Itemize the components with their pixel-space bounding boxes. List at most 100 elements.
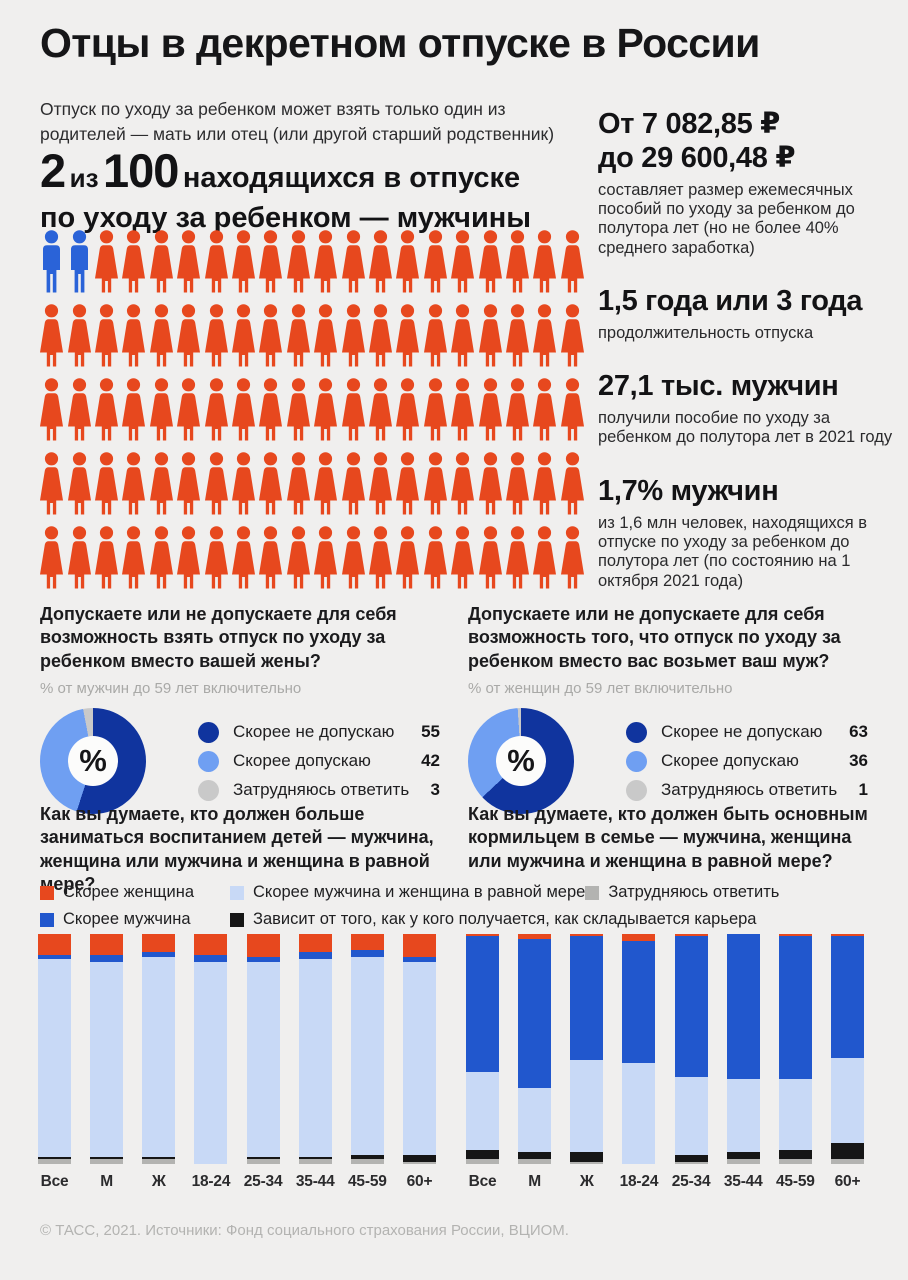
- woman-figure-icon: [122, 304, 146, 367]
- donut-legend-women: Скорее не допускаю 63 Скорее допускаю 36…: [626, 714, 868, 809]
- stacked-bar: [90, 934, 124, 1164]
- source-credit: © ТАСС, 2021. Источники: Фонд социальног…: [40, 1222, 569, 1239]
- bar-segment: [778, 934, 812, 937]
- woman-figure-icon: [533, 230, 557, 293]
- bar-segment: [466, 934, 499, 937]
- bar-category-label: 60+: [406, 1173, 433, 1190]
- woman-figure-icon: [231, 230, 255, 293]
- bar-segment: [726, 1152, 760, 1160]
- donut-legend-item: Скорее допускаю 42: [198, 750, 440, 772]
- bar-legend-item: Затрудняюсь ответить: [585, 883, 779, 902]
- woman-figure-icon: [560, 452, 584, 515]
- stat-men-count: 27,1 тыс. мужчин получили пособие по ухо…: [598, 370, 900, 448]
- woman-figure-icon: [451, 526, 475, 589]
- woman-figure-icon: [505, 378, 529, 441]
- bar-segment: [622, 1062, 656, 1164]
- headline-line2: по уходу за ребенком — мужчины: [40, 202, 532, 234]
- bar-category-label: 18-24: [619, 1173, 659, 1190]
- bar-segment: [142, 952, 176, 957]
- pictogram-grid: [38, 230, 586, 590]
- woman-figure-icon: [560, 230, 584, 293]
- woman-figure-icon: [259, 452, 283, 515]
- legend-dot-icon: [198, 750, 219, 772]
- stat-desc: из 1,6 млн человек, находящихся в отпуск…: [598, 513, 868, 590]
- stat-desc: получили пособие по уходу за ребенком до…: [598, 409, 893, 447]
- man-figure-icon: [70, 230, 88, 293]
- woman-figure-icon: [204, 378, 228, 441]
- woman-figure-icon: [396, 378, 420, 441]
- woman-figure-icon: [396, 230, 420, 293]
- woman-figure-icon: [286, 230, 310, 293]
- bar-segment: [402, 934, 436, 957]
- donut-legend-value: 36: [849, 751, 868, 771]
- bar-legend-label: Затрудняюсь ответить: [608, 883, 780, 901]
- bar-segment: [830, 1159, 864, 1164]
- bar-chart-breadwinner: Все М Ж 18-24 25-34: [466, 934, 864, 1191]
- bar-legend-label: Скорее женщина: [63, 883, 195, 901]
- woman-figure-icon: [40, 526, 64, 589]
- woman-figure-icon: [478, 526, 502, 589]
- bar-segment: [298, 959, 332, 1158]
- donut-center-label: %: [496, 736, 546, 787]
- bar-segment: [246, 957, 280, 962]
- woman-figure-icon: [451, 452, 475, 515]
- stat-value: 1,5 года или 3 года: [598, 285, 863, 318]
- headline-tail: находящихся в отпуске: [182, 162, 521, 194]
- woman-figure-icon: [40, 378, 64, 441]
- bar-segment: [778, 1078, 812, 1151]
- stat-men-share: 1,7% мужчин из 1,6 млн человек, находящи…: [598, 475, 900, 591]
- bar-segment: [350, 956, 384, 1155]
- bar-segment: [246, 934, 280, 957]
- woman-figure-icon: [396, 304, 420, 367]
- donut-question-men: Допускаете или не допускаете для себя во…: [40, 604, 397, 671]
- bar-column: 25-34: [671, 934, 711, 1191]
- bar-category-label: М: [100, 1173, 113, 1190]
- bar-segment: [194, 934, 228, 955]
- bar-segment: [726, 934, 760, 1079]
- bar-segment: [298, 1157, 332, 1160]
- woman-figure-icon: [231, 304, 255, 367]
- donut-center-label: %: [68, 736, 118, 787]
- bar-segment: [518, 1088, 552, 1153]
- bar-segment: [350, 1154, 384, 1160]
- bar-column: 60+: [402, 934, 436, 1191]
- donut-legend-item: Скорее не допускаю 63: [626, 721, 868, 743]
- bar-column: 25-34: [243, 934, 283, 1191]
- donut-subtitle-women: % от женщин до 59 лет включительно: [468, 680, 733, 698]
- stat-value: 27,1 тыс. мужчин: [598, 370, 839, 403]
- headline: 2 из 100 находящихся в отпуске по уходу …: [40, 143, 531, 235]
- woman-figure-icon: [40, 304, 64, 367]
- woman-figure-icon: [149, 378, 173, 441]
- bar-legend-label: Скорее мужчина и женщина в равной мере: [253, 883, 586, 901]
- woman-figure-icon: [40, 452, 64, 515]
- woman-figure-icon: [177, 526, 201, 589]
- bar-segment: [466, 1159, 499, 1164]
- donut-legend-label: Скорее не допускаю: [233, 722, 395, 742]
- bar-segment: [518, 934, 552, 939]
- bar-segment: [142, 1157, 176, 1160]
- bar-column: 35-44: [724, 934, 763, 1191]
- donut-question-women: Допускаете или не допускаете для себя во…: [468, 604, 841, 671]
- bar-segment: [90, 961, 124, 1158]
- bar-segment: [570, 936, 604, 1061]
- bar-segment: [518, 1152, 552, 1160]
- woman-figure-icon: [560, 378, 584, 441]
- bar-legend-row-2: Скорее мужчина Зависит от того, как у ко…: [40, 906, 880, 933]
- bar-segment: [194, 961, 228, 1164]
- bar-segment: [830, 934, 864, 937]
- bar-segment: [674, 1161, 708, 1164]
- stacked-bar: [402, 934, 436, 1164]
- stacked-bar: [674, 934, 708, 1164]
- bar-category-label: 25-34: [243, 1173, 283, 1190]
- woman-figure-icon: [149, 230, 173, 293]
- legend-square-icon: [230, 885, 244, 900]
- bar-segment: [194, 954, 228, 962]
- woman-figure-icon: [533, 304, 557, 367]
- bar-segment: [570, 1152, 604, 1162]
- bar-segment: [90, 1157, 124, 1160]
- bar-legend-item: Скорее мужчина: [40, 910, 230, 929]
- stacked-bar: [518, 934, 552, 1164]
- woman-figure-icon: [122, 526, 146, 589]
- bar-category-label: 25-34: [671, 1173, 711, 1190]
